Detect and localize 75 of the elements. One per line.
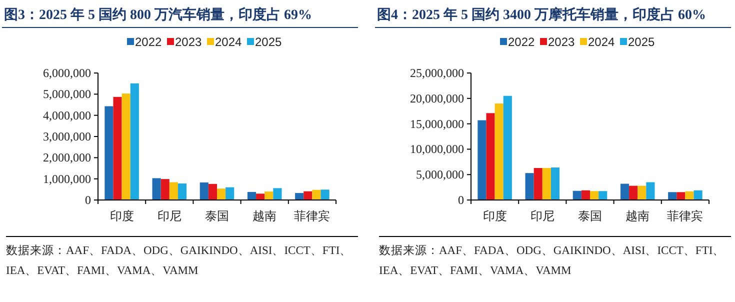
y-tick-label: 10,000,000 [410,142,464,156]
legend-label: 2024 [215,35,242,49]
legend-label: 2022 [135,35,162,49]
bar [113,96,122,200]
bar [217,188,226,200]
y-tick-label: 20,000,000 [410,91,464,106]
x-tick-label: 菲律宾 [294,209,330,223]
bar [320,190,330,200]
bar [104,106,114,200]
bar [122,94,130,200]
bar [152,178,161,200]
legend-label: 2023 [175,35,202,49]
x-tick-label: 泰国 [205,209,229,223]
bar [550,167,560,200]
bar [295,193,304,200]
bar [572,190,582,200]
bar [503,96,512,200]
x-tick-label: 印度 [110,209,134,223]
bar [590,191,599,200]
bar [304,191,312,200]
y-tick-label: 15,000,000 [410,116,464,131]
x-tick-label: 越南 [626,209,650,223]
bar [130,83,139,200]
bar [486,113,495,200]
bar [525,173,534,200]
bar [668,192,677,200]
chart-title: 图4：2025 年 5 国约 3400 万摩托车销量，印度占 60% [377,6,706,24]
y-tick-label: 2,000,000 [43,150,91,165]
bar [256,194,265,200]
bar [676,192,686,200]
y-tick-label: 25,000,000 [410,66,464,80]
bar [620,184,630,200]
bar [494,103,504,200]
bar [169,182,178,200]
y-tick-label: 0 [458,193,464,207]
bar [542,168,551,200]
y-tick-label: 6,000,000 [43,66,91,80]
bar [178,183,187,200]
x-tick-label: 印度 [482,209,507,223]
bar [534,168,542,200]
source-note: 数据来源：AAF、FADA、ODG、GAIKINDO、AISI、ICCT、FTI、IEA、EVAT、FAMI、VAMA、VAMM [6,244,353,279]
source-note: 数据来源：AAF、FADA、ODG、GAIKINDO、AISI、ICCT、FTI、IEA、EVAT、FAMI、VAMA、VAMM [379,244,726,279]
y-tick-label: 5,000,000 [416,168,464,182]
bar [160,179,170,200]
bar [685,191,694,200]
y-tick-label: 1,000,000 [43,172,91,186]
legend-label: 2025 [628,35,656,49]
y-tick-label: 4,000,000 [43,108,91,122]
y-tick-label: 0 [85,193,91,207]
y-tick-label: 5,000,000 [43,87,91,102]
x-tick-label: 印尼 [530,209,554,223]
bar [694,190,702,200]
legend-label: 2022 [508,35,536,49]
x-tick-label: 越南 [252,209,277,223]
bar [312,190,321,200]
bar [646,182,655,200]
legend-label: 2023 [548,35,576,49]
bar [638,186,646,200]
bar [478,120,486,200]
chart-title: 图3：2025 年 5 国约 800 万汽车销量，印度占 69% [4,6,312,24]
bar [200,182,208,200]
bar [598,191,608,200]
x-tick-label: 印尼 [157,209,182,223]
bar [264,192,274,200]
bar [226,187,234,200]
bar [629,186,638,200]
x-tick-label: 泰国 [578,209,602,223]
bar [273,188,282,200]
legend-label: 2025 [255,35,282,49]
bar [208,184,217,200]
bar [581,190,590,200]
y-tick-label: 3,000,000 [43,130,91,144]
bar [247,192,256,200]
legend-label: 2024 [588,35,616,49]
x-tick-label: 菲律宾 [667,209,704,223]
